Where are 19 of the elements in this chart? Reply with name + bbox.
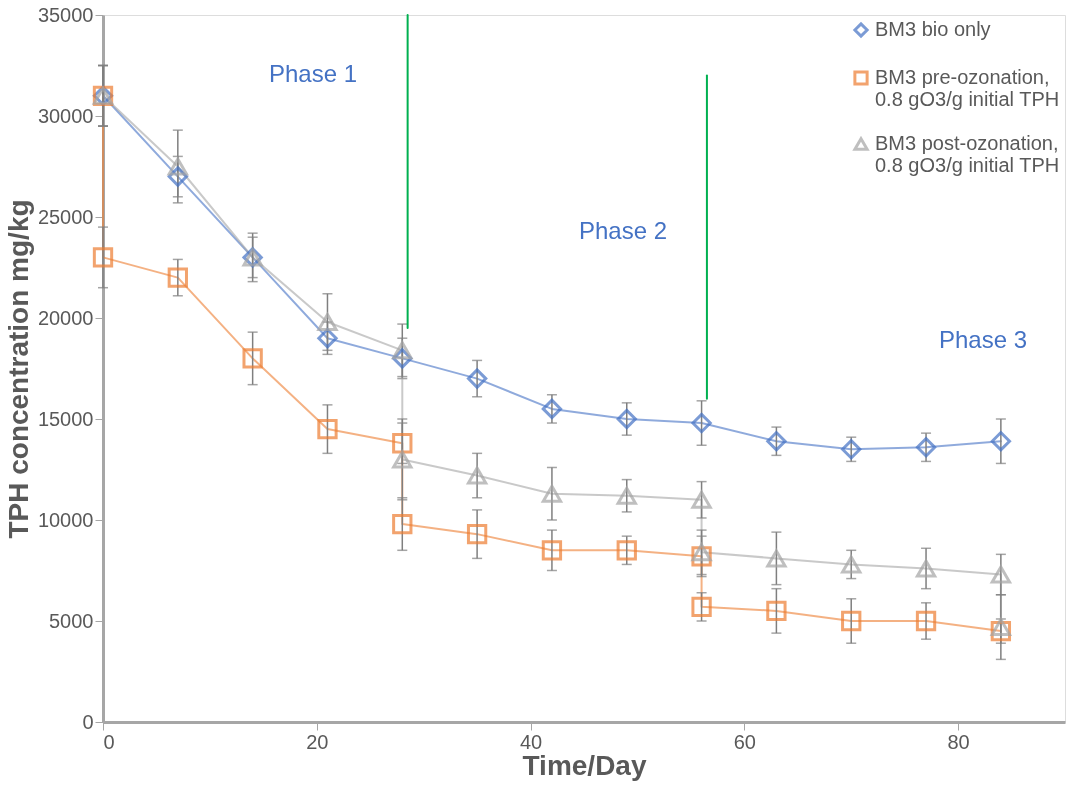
annotation: Phase 3 xyxy=(938,325,1028,353)
y-tick-label: 10000 xyxy=(37,508,94,531)
x-tick-label: 60 xyxy=(733,730,756,753)
y-tick-label: 35000 xyxy=(37,3,94,26)
annotation: Phase 2 xyxy=(578,217,668,244)
legend-label: BM3 bio only xyxy=(875,18,991,40)
x-tick-label: 80 xyxy=(947,730,970,753)
legend-label: BM3 post-ozonation, 0.8 gO3/g initial TPH xyxy=(875,132,1060,176)
x-tick-label: 0 xyxy=(103,730,115,753)
y-tick-label: 20000 xyxy=(37,306,94,329)
x-tick-label: 20 xyxy=(306,730,329,753)
y-tick-label: 0 xyxy=(82,710,94,733)
y-tick-label: 25000 xyxy=(37,205,94,228)
y-tick-label: 5000 xyxy=(49,609,94,632)
annotation: Phase 1 xyxy=(268,59,358,87)
y-axis-title: TPH concentration mg/kg xyxy=(2,199,34,539)
y-tick-label: 15000 xyxy=(37,407,94,430)
y-tick-label: 30000 xyxy=(37,104,94,127)
legend-label: BM3 pre-ozonation, 0.8 gO3/g initial TPH xyxy=(875,66,1060,110)
